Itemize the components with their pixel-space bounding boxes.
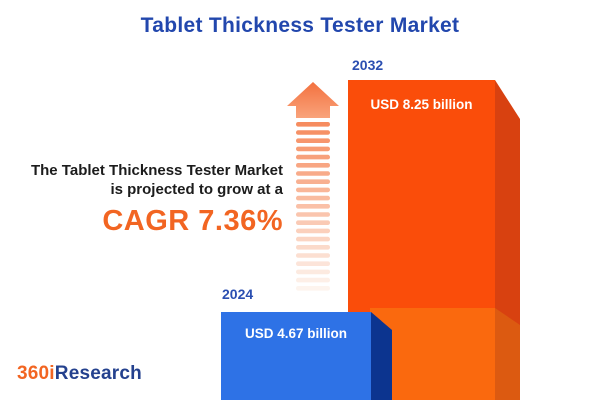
year-label-2032: 2032 <box>352 57 384 73</box>
growth-arrow-stripe <box>296 171 330 176</box>
growth-arrow-stripe <box>296 130 330 135</box>
cagr-value: CAGR 7.36% <box>102 205 283 237</box>
headline-text: The Tablet Thickness Tester Market is pr… <box>31 161 283 237</box>
growth-arrow-stripe <box>296 187 330 193</box>
growth-arrow-stripe <box>296 286 330 291</box>
brand-logo: 360iResearch <box>17 363 142 385</box>
growth-arrow-stripe <box>296 212 330 217</box>
growth-arrow-stripe <box>296 236 330 242</box>
growth-arrow-stripe <box>296 122 330 127</box>
brand-logo-prefix: 360i <box>17 363 55 384</box>
growth-arrow-stripe <box>296 154 330 160</box>
growth-arrow-stripe <box>296 261 330 266</box>
growth-arrow-stripes-icon <box>296 122 330 291</box>
bar-2024-front <box>221 312 371 400</box>
growth-arrow-stripe <box>296 179 330 184</box>
brand-logo-suffix: Research <box>54 363 142 384</box>
growth-arrow-stripe <box>296 228 330 234</box>
growth-arrow-stripe <box>296 245 330 250</box>
growth-arrow-stripe <box>296 253 330 258</box>
bar-value-2032: USD 8.25 billion <box>370 97 473 112</box>
growth-arrow-head-icon <box>287 82 339 118</box>
bar-value-2024: USD 4.67 billion <box>244 326 348 341</box>
headline-line2: is projected to grow at a <box>110 181 283 198</box>
growth-arrow-stripe <box>296 220 330 225</box>
growth-arrow-stripe <box>296 204 330 209</box>
growth-arrow-stripe <box>296 195 330 201</box>
page-title: Tablet Thickness Tester Market <box>140 14 460 37</box>
year-label-2024: 2024 <box>222 286 254 302</box>
growth-arrow-stripe <box>296 269 330 275</box>
bar-2024-side <box>371 312 392 400</box>
bar-echo-side <box>495 308 520 400</box>
headline-line1: The Tablet Thickness Tester Market <box>30 162 283 179</box>
growth-arrow-stripe <box>296 146 330 152</box>
growth-arrow-stripe <box>296 163 330 168</box>
growth-arrow-stripe <box>296 277 330 283</box>
growth-arrow-stripe <box>296 138 330 143</box>
